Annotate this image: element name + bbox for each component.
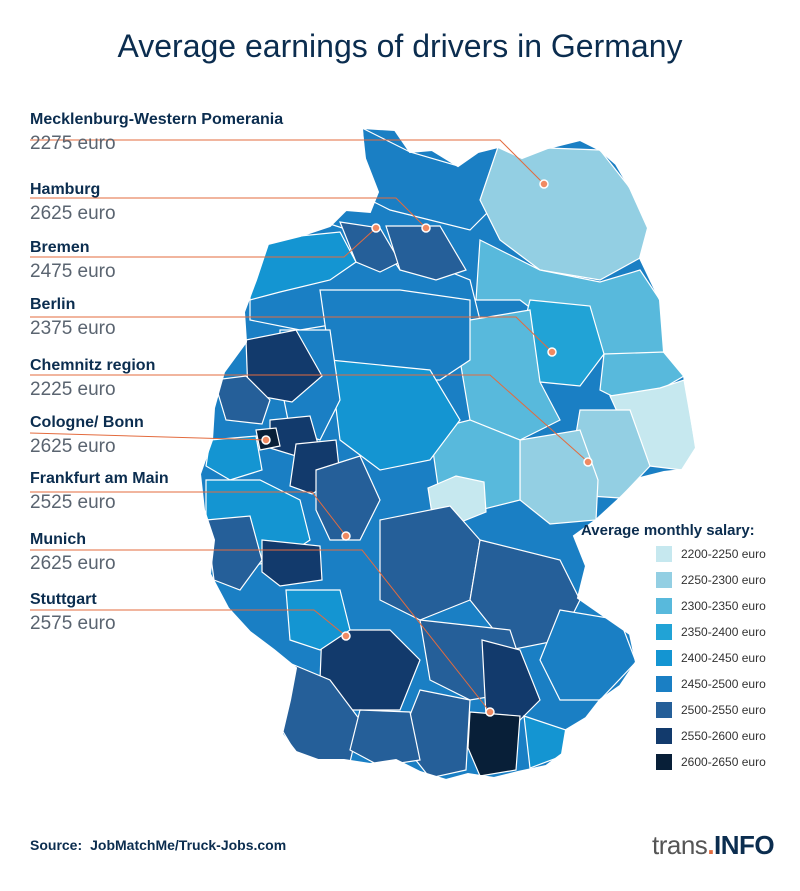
legend-swatch (656, 676, 672, 692)
brand-part2: INFO (714, 830, 775, 860)
legend-swatch (656, 754, 672, 770)
city-name: Bremen (30, 239, 90, 256)
city-salary: 2625 euro (30, 436, 116, 457)
marker-stuttgart (341, 631, 351, 641)
city-salary: 2375 euro (30, 318, 116, 339)
legend-label: 2600-2650 euro (681, 755, 766, 769)
city-salary: 2475 euro (30, 261, 116, 282)
region-hesse-north (329, 359, 461, 471)
marker-berlin (547, 347, 557, 357)
legend-item: 2200-2250 euro (656, 546, 800, 564)
marker-hamburg (421, 223, 431, 233)
leader-stuttgart (30, 609, 347, 637)
legend-label: 2400-2450 euro (681, 651, 766, 665)
marker-cologne (261, 435, 271, 445)
leader-berlin (30, 316, 553, 353)
marker-frankfurt (341, 531, 351, 541)
brand-logo: trans.INFO (652, 830, 775, 861)
city-name: Mecklenburg-Western Pomerania (30, 111, 284, 128)
source-label: Source: (30, 837, 83, 853)
city-chemnitz: Chemnitz region 2225 euro (30, 356, 155, 402)
legend-item: 2450-2500 euro (656, 676, 800, 694)
region-north-coast (249, 231, 357, 301)
city-name: Chemnitz region (30, 357, 156, 374)
city-salary: 2575 euro (30, 613, 116, 634)
region-lower-bavaria (539, 609, 637, 701)
legend-item: 2250-2300 euro (656, 572, 800, 590)
city-markers (261, 179, 593, 717)
region-frankfurt (315, 455, 381, 541)
region-mannheim (261, 539, 323, 587)
city-name: Cologne/ Bonn (30, 414, 144, 431)
marker-chemnitz (583, 457, 593, 467)
legend-swatch (656, 624, 672, 640)
legend-label: 2350-2400 euro (681, 625, 766, 639)
region-hamburg-area (385, 225, 467, 281)
legend-label: 2550-2600 euro (681, 729, 766, 743)
legend-item: 2500-2550 euro (656, 702, 800, 720)
marker-bremen (371, 223, 381, 233)
city-frankfurt: Frankfurt am Main 2525 euro (30, 469, 169, 515)
marker-munich (485, 707, 495, 717)
legend-swatch (656, 546, 672, 562)
leader-bremen (30, 227, 377, 258)
legend-label: 2200-2250 euro (681, 547, 766, 561)
region-ruhr (213, 375, 271, 425)
leader-cologne (29, 432, 267, 441)
leader-frankfurt (30, 491, 347, 537)
legend-label: 2250-2300 euro (681, 573, 766, 587)
legend-swatch (656, 572, 672, 588)
city-name: Berlin (30, 296, 76, 313)
city-stuttgart: Stuttgart 2575 euro (30, 590, 116, 636)
legend-item: 2300-2350 euro (656, 598, 800, 616)
region-bw-north (285, 589, 351, 651)
legend-label: 2500-2550 euro (681, 703, 766, 717)
legend-item: 2600-2650 euro (656, 754, 800, 772)
city-name: Frankfurt am Main (30, 470, 169, 487)
legend-label: 2300-2350 euro (681, 599, 766, 613)
city-salary: 2625 euro (30, 203, 116, 224)
city-mecklenburg: Mecklenburg-Western Pomerania 2275 euro (30, 110, 283, 156)
page-title: Average earnings of drivers in Germany (117, 28, 683, 64)
legend: Average monthly salary: 2200-2250 euro 2… (580, 522, 766, 770)
city-salary: 2525 euro (30, 492, 116, 513)
city-name: Munich (30, 531, 86, 548)
source-value: JobMatchMe/Truck-Jobs.com (90, 837, 287, 853)
legend-item: 2350-2400 euro (656, 624, 800, 642)
city-name: Hamburg (30, 181, 101, 198)
legend-swatch (656, 650, 672, 666)
legend-item: 2550-2600 euro (656, 728, 800, 746)
legend-swatch (656, 598, 672, 614)
leader-hamburg (30, 197, 427, 229)
legend-swatch (656, 728, 672, 744)
leader-lines (29, 139, 589, 713)
leader-chemnitz (30, 374, 589, 463)
legend-label: 2450-2500 euro (681, 677, 766, 691)
brand-dot: . (707, 830, 715, 860)
leader-mecklenburg (30, 139, 545, 185)
city-salary: 2625 euro (30, 553, 116, 574)
city-salary: 2225 euro (30, 379, 116, 400)
city-munich: Munich 2625 euro (30, 530, 116, 576)
source-credit: Source: JobMatchMe/Truck-Jobs.com (30, 837, 286, 853)
city-name: Stuttgart (30, 591, 97, 608)
legend-title: Average monthly salary: (581, 522, 755, 539)
legend-item: 2400-2450 euro (656, 650, 800, 668)
city-berlin: Berlin 2375 euro (30, 295, 116, 341)
legend-swatch (656, 702, 672, 718)
region-rhine-west (205, 435, 263, 481)
city-cologne-bonn: Cologne/ Bonn 2625 euro (30, 413, 144, 459)
region-munich-ring (481, 639, 541, 725)
city-bremen: Bremen 2475 euro (30, 238, 116, 284)
region-palatinate (205, 515, 263, 591)
leader-munich (30, 549, 491, 713)
brand-part1: trans (652, 830, 708, 860)
region-saxony-anhalt (459, 309, 561, 441)
region-munich (467, 711, 521, 777)
city-hamburg: Hamburg 2625 euro (30, 180, 116, 226)
marker-mecklenburg (539, 179, 549, 189)
city-salary: 2275 euro (30, 133, 116, 154)
